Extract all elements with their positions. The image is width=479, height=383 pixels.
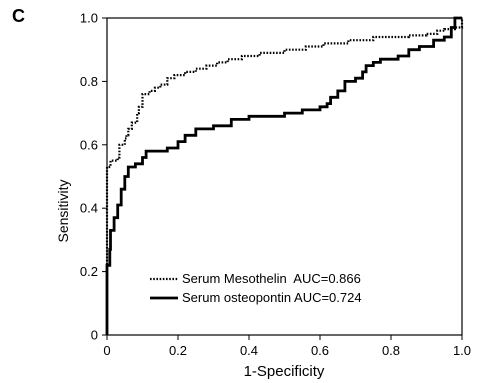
x-tick-label: 0.6 [311, 343, 329, 358]
roc-curves [105, 16, 464, 335]
plot-frame [106, 17, 463, 336]
y-tick-label: 0.8 [80, 74, 98, 89]
legend: Serum Mesothelin AUC=0.866 Serum osteopon… [150, 271, 362, 305]
legend-entry-mesothelin: Serum Mesothelin AUC=0.866 [182, 271, 361, 286]
panel-label: C [12, 6, 25, 26]
y-tick-label: 0.2 [80, 264, 98, 279]
x-tick-label: 0.2 [169, 343, 187, 358]
y-tick-label: 0 [91, 328, 98, 343]
x-tick-label: 0.8 [382, 343, 400, 358]
legend-entry-osteopontin: Serum osteopontin AUC=0.724 [182, 290, 362, 305]
roc-curve-osteopontin [105, 16, 462, 335]
y-tick-label: 0.6 [80, 137, 98, 152]
y-axis-label: Sensitivity [55, 179, 71, 242]
x-tick-label: 0 [103, 343, 110, 358]
x-tick-label: 1.0 [453, 343, 471, 358]
y-tick-label: 0.4 [80, 201, 98, 216]
x-axis-label: 1-Specificity [244, 363, 325, 380]
axes: 0 0.2 0.4 0.6 0.8 1.0 0 0.2 0.4 0.6 0.8 1.0 [80, 11, 471, 359]
roc-curve-mesothelin [105, 18, 464, 335]
y-tick-label: 1.0 [80, 11, 98, 26]
x-tick-label: 0.4 [240, 343, 258, 358]
